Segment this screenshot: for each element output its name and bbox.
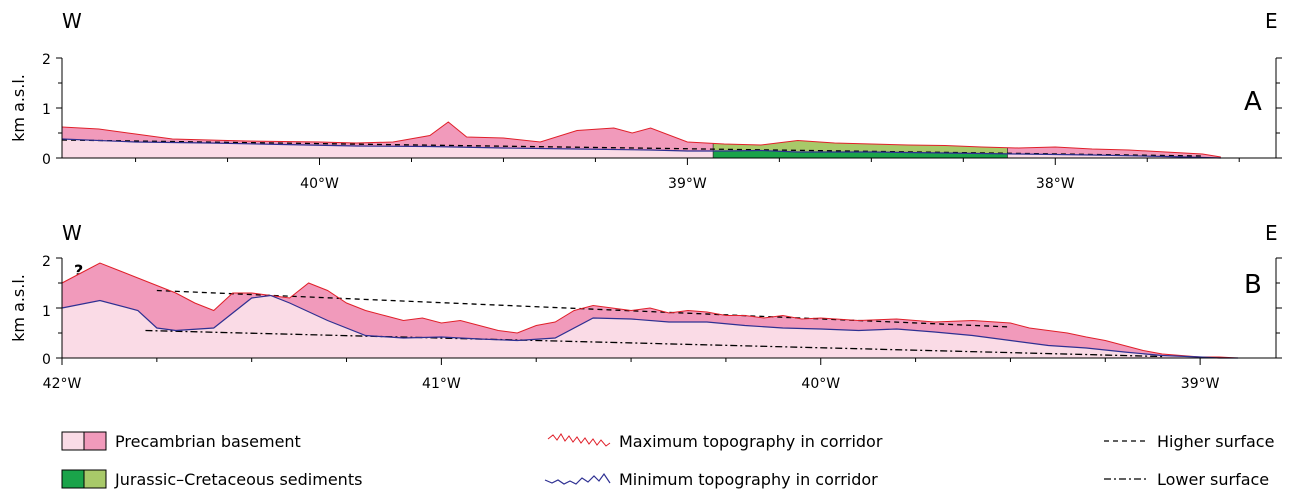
panel-b-higher-surface-line (156, 289, 1011, 328)
panel-a-xtick-label: 39°W (668, 176, 707, 192)
panel-b-ytick-2: 2 (42, 254, 51, 270)
legend-precambrian-label: Precambrian basement (115, 432, 301, 451)
panel-a-ytick-2: 2 (42, 52, 51, 68)
panel-a-ytick-1: 1 (42, 102, 51, 118)
panel-b-ytick-0: 0 (42, 352, 51, 368)
panel-a-east-label: E (1265, 9, 1278, 33)
panel-a-id: A (1244, 87, 1262, 117)
legend-lower-label: Lower surface (1157, 470, 1269, 489)
panel-a-higher-surface-line (61, 139, 1203, 157)
panel-a-sediment-dark-area (713, 150, 1008, 158)
panel-a-max-topography-line (61, 121, 1221, 158)
panel-a-plot: 40°W 39°W 38°W (56, 57, 1282, 192)
panel-a-ytick-0: 0 (42, 152, 51, 168)
legend-min-label: Minimum topography in corridor (619, 470, 878, 489)
panel-b-basement-light-area (62, 295, 1239, 358)
legend-swatch-sed-dark (61, 469, 85, 489)
panel-a-min-topography-line (61, 138, 1221, 159)
panel-b-west-label: W (62, 221, 82, 245)
legend-max-line-sample (547, 433, 611, 447)
panel-a-west-label: W (62, 9, 82, 33)
panel-b-xtick-label: 42°W (43, 376, 82, 392)
panel-b-xtick-label: 39°W (1181, 376, 1220, 392)
panel-b-min-topography-line (61, 294, 1239, 359)
legend-min-line-sample (544, 472, 611, 485)
panel-b-east-label: E (1265, 221, 1278, 245)
legend-swatch-sed-light (83, 469, 107, 489)
panel-b-plot: 42°W 41°W 40°W 39°W (43, 257, 1282, 392)
legend-swatch-basement-pink (83, 431, 107, 451)
panel-b-max-topography-line (61, 262, 1239, 359)
panel-a-ylabel: km a.s.l. (9, 74, 28, 142)
panel-b-basement-pink-area (62, 263, 1239, 358)
panel-b-lower-surface-line (145, 329, 1163, 358)
legend-higher-label: Higher surface (1157, 432, 1274, 451)
legend-swatch-basement-light (61, 431, 85, 451)
panel-b-question-upper: ? (74, 261, 83, 280)
panel-b-xtick-label: 40°W (801, 376, 840, 392)
legend-max-label: Maximum topography in corridor (619, 432, 883, 451)
panel-b-id: B (1244, 270, 1262, 300)
panel-b-xtick-label: 41°W (422, 376, 461, 392)
panel-a-xtick-label: 40°W (300, 176, 339, 192)
panel-b-ytick-1: 1 (42, 304, 51, 320)
panel-a-xtick-label: 38°W (1036, 176, 1075, 192)
legend-jurassic-label: Jurassic–Cretaceous sediments (114, 470, 362, 489)
legend: Precambrian basement Jurassic–Cretaceous… (61, 431, 1274, 489)
panel-b-ylabel: km a.s.l. (9, 274, 28, 342)
